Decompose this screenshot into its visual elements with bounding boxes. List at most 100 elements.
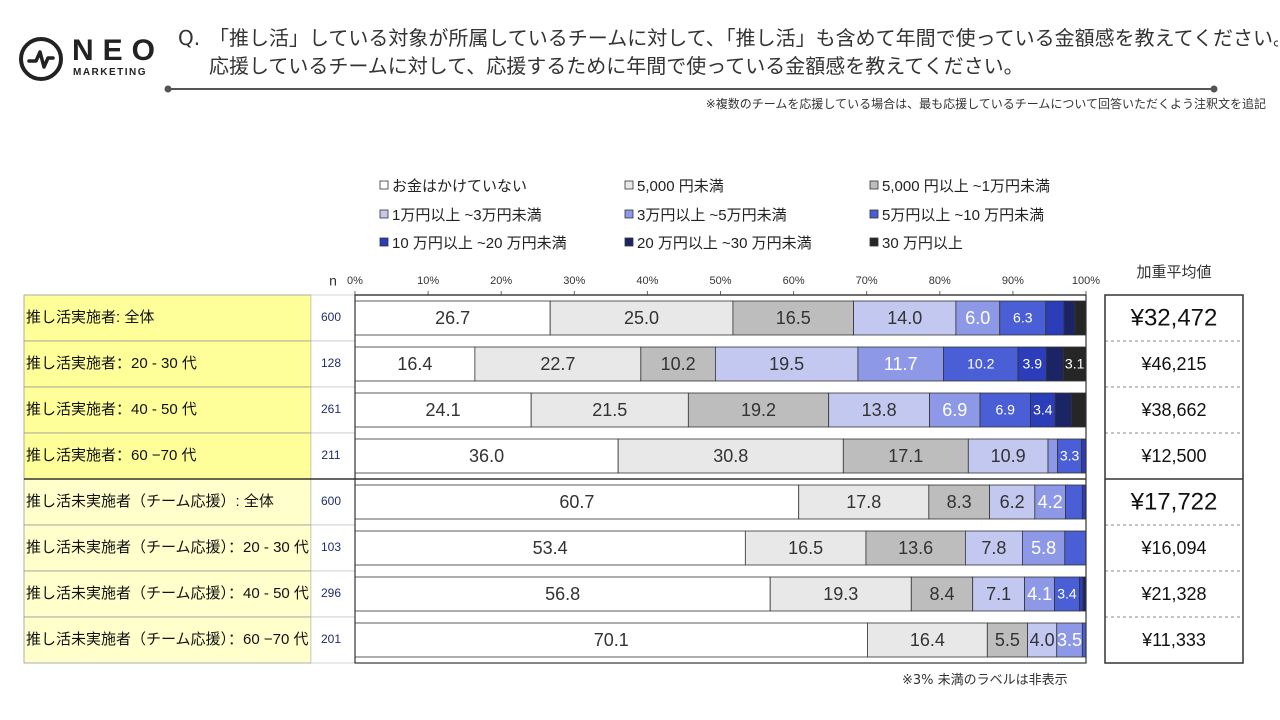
- bar-segment: [769, 576, 912, 612]
- bar-segment: [1054, 576, 1080, 612]
- legend-label: 5,000 円未満: [637, 178, 724, 195]
- bar-segment: [798, 484, 930, 520]
- x-tick-label: 50%: [709, 275, 731, 287]
- bar-segment: [1070, 392, 1087, 428]
- bar-segment: [1063, 300, 1076, 336]
- weighted-avg-value: ¥11,333: [1141, 630, 1206, 650]
- bar-segment: [354, 530, 746, 566]
- x-tick-label: 100%: [1072, 275, 1100, 287]
- legend-swatch: [379, 209, 389, 219]
- x-tick-label: 30%: [563, 275, 585, 287]
- legend-swatch: [624, 180, 634, 190]
- bar-segment: [929, 392, 981, 428]
- neo-marketing-logo: NEO MARKETING: [18, 34, 158, 82]
- legend-label: 30 万円以上: [882, 235, 963, 252]
- legend-item: お金はかけていない: [379, 178, 527, 195]
- x-tick-label: 20%: [490, 275, 512, 287]
- row-n: 296: [321, 586, 341, 600]
- n-header: n: [329, 273, 337, 289]
- header-divider-dot-left: [164, 85, 172, 93]
- bar-data-label: 25.0: [624, 308, 659, 328]
- bar-data-label: 19.2: [741, 400, 776, 420]
- bar-data-label: 6.9: [942, 400, 967, 420]
- bar-data-label: 6.9: [995, 402, 1015, 418]
- bar-data-label: 14.0: [887, 308, 922, 328]
- legend-item: 10 万円以上 ~20 万円未満: [379, 235, 567, 252]
- bar-segment: [714, 346, 859, 382]
- bar-data-label: 7.8: [981, 538, 1006, 558]
- bar-segment: [1047, 438, 1058, 474]
- question-text: 「推し活」している対象が所属しているチームに対して、「推し活」も含めて年間で使っ…: [209, 24, 1278, 80]
- x-tick-label: 10%: [417, 275, 439, 287]
- x-tick-label: 0%: [347, 275, 363, 287]
- row-label-cell: [23, 340, 312, 388]
- bar-segment: [964, 530, 1023, 566]
- bar-data-label: 5.5: [995, 630, 1020, 650]
- row-n-cell: [310, 386, 356, 434]
- bar-data-label: 8.3: [947, 492, 972, 512]
- legend-swatch: [869, 209, 879, 219]
- bar-data-label: 4.2: [1038, 492, 1063, 512]
- bar-data-label: 26.7: [435, 308, 470, 328]
- bar-segment: [354, 484, 800, 520]
- bar-data-label: 6.3: [1013, 310, 1033, 326]
- row-n-cell: [310, 616, 356, 664]
- bar-segment: [986, 622, 1028, 658]
- bar-segment: [865, 530, 966, 566]
- legend-label: 5,000 円以上 ~1万円未満: [882, 178, 1050, 195]
- x-tick-label: 40%: [636, 275, 658, 287]
- bar-data-label: 16.4: [910, 630, 945, 650]
- bar-data-label: 4.0: [1030, 630, 1055, 650]
- bar-segment: [1046, 346, 1064, 382]
- legend-item: 20 万円以上 ~30 万円未満: [624, 235, 812, 252]
- row-label: 推し活実施者: 全体: [26, 308, 154, 326]
- bar-data-label: 56.8: [545, 584, 580, 604]
- bar-segment: [1054, 392, 1072, 428]
- bar-data-label: 16.5: [776, 308, 811, 328]
- bar-segment: [354, 622, 868, 658]
- bar-segment: [732, 300, 854, 336]
- row-label: 推し活実施者：60 −70 代: [26, 447, 196, 464]
- bar-segment: [354, 392, 532, 428]
- question-mark: Q.: [178, 26, 201, 50]
- bar-data-label: 21.5: [592, 400, 627, 420]
- bar-data-label: 10.9: [991, 446, 1026, 466]
- bar-segment: [853, 300, 957, 336]
- bar-segment: [744, 530, 867, 566]
- bar-data-label: 16.5: [788, 538, 823, 558]
- bar-data-label: 3.9: [1023, 356, 1043, 372]
- row-label: 推し活未実施者（チーム応援）：20 - 30 代: [26, 539, 309, 556]
- bar-segment: [857, 346, 944, 382]
- bar-segment: [1074, 300, 1087, 336]
- bar-data-label: 17.8: [846, 492, 881, 512]
- row-label-cell: [23, 294, 312, 342]
- weighted-avg-value: ¥46,215: [1140, 354, 1206, 374]
- bar-segment: [354, 300, 551, 336]
- legend-swatch: [624, 209, 634, 219]
- row-label-cell: [23, 570, 312, 618]
- bar-data-label: 16.4: [397, 354, 432, 374]
- row-n-cell: [310, 524, 356, 572]
- row-n: 201: [321, 632, 341, 646]
- bar-data-label: 8.4: [929, 584, 954, 604]
- legend-item: 5万円以上 ~10 万円未満: [869, 207, 1044, 224]
- bar-data-label: 10.2: [661, 354, 696, 374]
- legend-item: 5,000 円未満: [624, 178, 724, 195]
- row-n-cell: [310, 570, 356, 618]
- legend-label: 5万円以上 ~10 万円未満: [882, 207, 1044, 224]
- row-label-cell: [23, 478, 312, 526]
- legend-swatch: [869, 237, 879, 247]
- neo-logo-icon: [19, 37, 63, 81]
- bar-data-label: 4.1: [1027, 584, 1052, 604]
- bar-segment: [943, 346, 1019, 382]
- bar-data-label: 22.7: [540, 354, 575, 374]
- row-label: 推し活実施者：20 - 30 代: [26, 355, 197, 372]
- bar-data-label: 13.6: [898, 538, 933, 558]
- legend-item: 5,000 円以上 ~1万円未満: [869, 178, 1050, 195]
- bar-data-label: 3.4: [1057, 586, 1077, 602]
- question-line-1: 「推し活」している対象が所属しているチームに対して、「推し活」も含めて年間で使っ…: [209, 26, 1278, 50]
- plot-frame: [354, 294, 1087, 664]
- weighted-avg-header: 加重平均値: [1136, 264, 1211, 281]
- row-n: 211: [321, 448, 340, 462]
